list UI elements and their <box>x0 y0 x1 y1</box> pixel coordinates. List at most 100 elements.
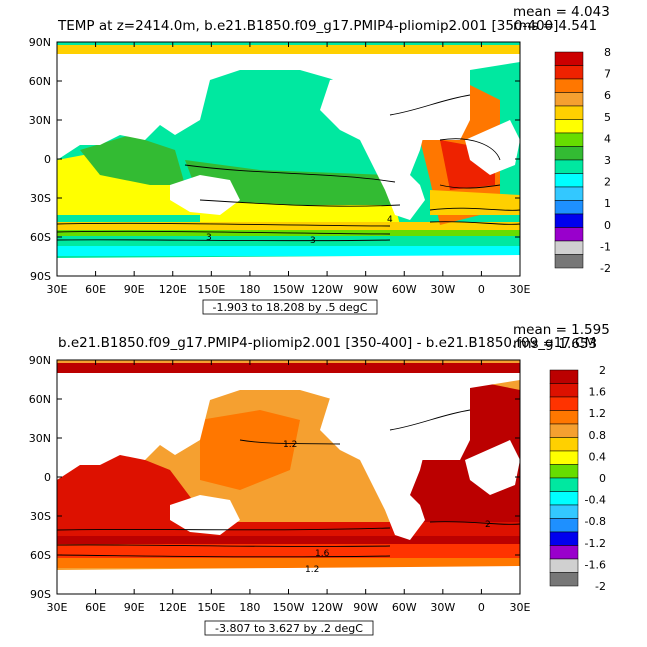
y-tick-label: 0 <box>44 153 51 166</box>
panel-1-arctic <box>57 45 520 54</box>
panel-1-colorbar: 8 7 6 5 4 3 2 1 0 -1 -2 <box>554 46 611 275</box>
panel-2-land-africa <box>465 440 520 495</box>
y-tick-label: 60S <box>30 231 51 244</box>
y-tick-label: 30N <box>29 432 51 445</box>
x-tick-label: 150E <box>197 283 225 296</box>
panel-1-contour-line <box>389 94 471 116</box>
panel-2-arctic <box>57 363 520 373</box>
y-tick-label: 30S <box>30 510 51 523</box>
colorbar-swatch <box>549 572 579 587</box>
colorbar-label: 4 <box>604 132 611 145</box>
panel-2-colorbar: 2 1.6 1.2 0.8 0.4 0 -0.4 -0.8 -1.2 -1.6 -2 <box>549 364 607 593</box>
panel-1-south-pacific-yellow <box>200 200 400 228</box>
panel-2-mean: mean = 1.595 <box>513 322 610 338</box>
colorbar-swatch <box>554 186 584 201</box>
colorbar-swatch <box>549 464 579 479</box>
panel-2-map: 1.2 2 1.6 1.2 <box>57 360 520 594</box>
colorbar-label: 1.6 <box>589 386 607 399</box>
panel-2-contour-line <box>57 544 391 548</box>
x-tick-label: 0 <box>478 283 485 296</box>
colorbar-swatch <box>549 558 579 573</box>
colorbar-label: -1 <box>600 240 611 253</box>
x-tick-label: 60E <box>85 601 106 614</box>
colorbar-label: 1.2 <box>589 407 607 420</box>
colorbar-label: 8 <box>604 46 611 59</box>
colorbar-label: 3 <box>604 154 611 167</box>
panel-2-x-ticks: 30E 60E 90E 120E 150E 180 150W 120W 90W 60W 30W 0 30… <box>47 360 531 614</box>
x-tick-label: 60E <box>85 283 106 296</box>
panel-1-contour-line <box>184 164 396 183</box>
y-tick-label: 90N <box>29 354 51 367</box>
y-tick-label: 90S <box>30 270 51 283</box>
colorbar-label: -1.2 <box>585 537 606 550</box>
colorbar-swatch <box>554 65 584 80</box>
y-tick-label: 30N <box>29 114 51 127</box>
panel-2-so-band-2 <box>57 536 520 544</box>
colorbar-label: 0.8 <box>589 429 607 442</box>
panel-2-contour-label-1: 1.2 <box>283 440 297 450</box>
x-tick-label: 90E <box>124 601 145 614</box>
colorbar-swatch <box>549 477 579 492</box>
colorbar-swatch <box>554 240 584 255</box>
panel-2-land-antarctica <box>57 566 520 594</box>
panel-1-so-band-1 <box>57 222 520 230</box>
x-tick-label: 60W <box>392 283 417 296</box>
panel-1-rms: rms = 4.541 <box>513 18 597 34</box>
colorbar-swatch <box>554 159 584 174</box>
colorbar-swatch <box>549 504 579 519</box>
y-tick-label: 90N <box>29 36 51 49</box>
colorbar-label: 6 <box>604 89 611 102</box>
colorbar-swatch <box>549 450 579 465</box>
colorbar-swatch <box>554 254 584 269</box>
panel-1-title: TEMP at z=2414.0m, b.e21.B1850.f09_g17.P… <box>57 18 558 34</box>
panel-2-contour-line <box>389 409 471 431</box>
colorbar-label: 2 <box>604 176 611 189</box>
panel-1-contour-line <box>57 207 520 227</box>
colorbar-swatch <box>554 51 584 66</box>
colorbar-swatch <box>549 423 579 438</box>
x-tick-label: 150W <box>273 601 305 614</box>
x-tick-label: 150E <box>197 601 225 614</box>
panel-1-west-pacific-green <box>80 135 185 185</box>
panel-2-so-band-1 <box>57 522 520 536</box>
x-tick-label: 30W <box>430 283 455 296</box>
colorbar-label: -0.8 <box>585 515 606 528</box>
colorbar-label: 0 <box>604 219 611 232</box>
panel-1-contour-line <box>439 138 501 189</box>
y-tick-label: 30S <box>30 192 51 205</box>
panel-1-land-australia <box>170 175 240 215</box>
colorbar-swatch <box>554 105 584 120</box>
x-tick-label: 60W <box>392 601 417 614</box>
colorbar-swatch <box>549 437 579 452</box>
x-tick-label: 0 <box>478 601 485 614</box>
panel-2-rms: rms = 1.653 <box>513 336 597 352</box>
panel-1-indian-ocean <box>57 150 200 215</box>
panel-2-title: b.e21.B1850.f09_g17.PMIP4-pliomip2.001 [… <box>58 335 596 351</box>
panel-2-so-band-4 <box>57 558 520 568</box>
x-tick-label: 30W <box>430 601 455 614</box>
colorbar-swatch <box>554 92 584 107</box>
panel-1-map: 4 3 3 <box>57 42 520 276</box>
x-tick-label: 120E <box>159 601 187 614</box>
panel-2-land-eurasia <box>57 373 520 480</box>
colorbar-label: 0 <box>599 472 606 485</box>
x-tick-label: 90W <box>353 601 378 614</box>
panel-1-contour-line <box>57 239 391 242</box>
panel-1-contour-label-3: 3 <box>310 236 316 246</box>
x-tick-label: 120W <box>311 283 343 296</box>
panel-2-land-americas <box>320 388 430 540</box>
x-tick-label: 180 <box>239 601 260 614</box>
panel-2-contour-line <box>57 521 520 531</box>
colorbar-label: 5 <box>604 111 611 124</box>
colorbar-swatch <box>554 78 584 93</box>
y-tick-label: 0 <box>44 471 51 484</box>
panel-1-contour-label-2: 3 <box>206 233 212 243</box>
colorbar-swatch <box>549 531 579 546</box>
x-tick-label: 30E <box>47 283 68 296</box>
panel-2-range-box <box>204 620 374 636</box>
panel-1-land-eurasia <box>57 54 520 160</box>
x-tick-label: 30E <box>47 601 68 614</box>
x-tick-label: 150W <box>273 283 305 296</box>
panel-1: TEMP at z=2414.0m, b.e21.B1850.f09_g17.P… <box>29 4 611 315</box>
panel-1-contour-line <box>57 221 520 235</box>
